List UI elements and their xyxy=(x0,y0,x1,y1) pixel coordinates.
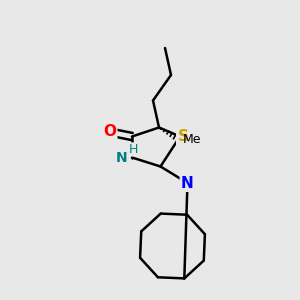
Text: H: H xyxy=(129,143,138,156)
Text: O: O xyxy=(103,124,116,140)
Text: N: N xyxy=(116,151,127,164)
Text: Me: Me xyxy=(183,133,202,146)
Text: S: S xyxy=(178,129,188,144)
Text: N: N xyxy=(181,176,194,190)
